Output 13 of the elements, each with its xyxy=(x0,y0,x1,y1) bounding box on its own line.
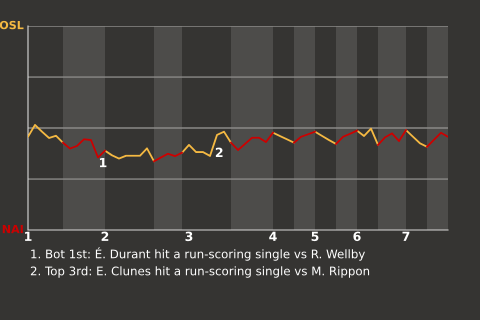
annotation: 2 xyxy=(216,148,223,157)
x-tick-label: 4 xyxy=(269,232,277,241)
x-tick-label: 1 xyxy=(25,232,32,241)
text: 2. Top 3rd: E. Clunes hit a run-scoring single vs M. Rippon xyxy=(30,266,370,278)
annotation: 1 xyxy=(100,158,106,168)
x-tick-label: 3 xyxy=(185,232,192,242)
x-tick-label: 7 xyxy=(402,232,410,241)
x-tick-label: 5 xyxy=(312,232,318,242)
text: 1. Bot 1st: É. Durant hit a run-scoring single vs R. Wellby xyxy=(31,247,365,261)
x-tick-label: 2 xyxy=(102,232,108,241)
x-tick-label: 6 xyxy=(353,232,361,242)
text: NAI xyxy=(2,224,23,234)
text: OSL xyxy=(0,20,24,30)
